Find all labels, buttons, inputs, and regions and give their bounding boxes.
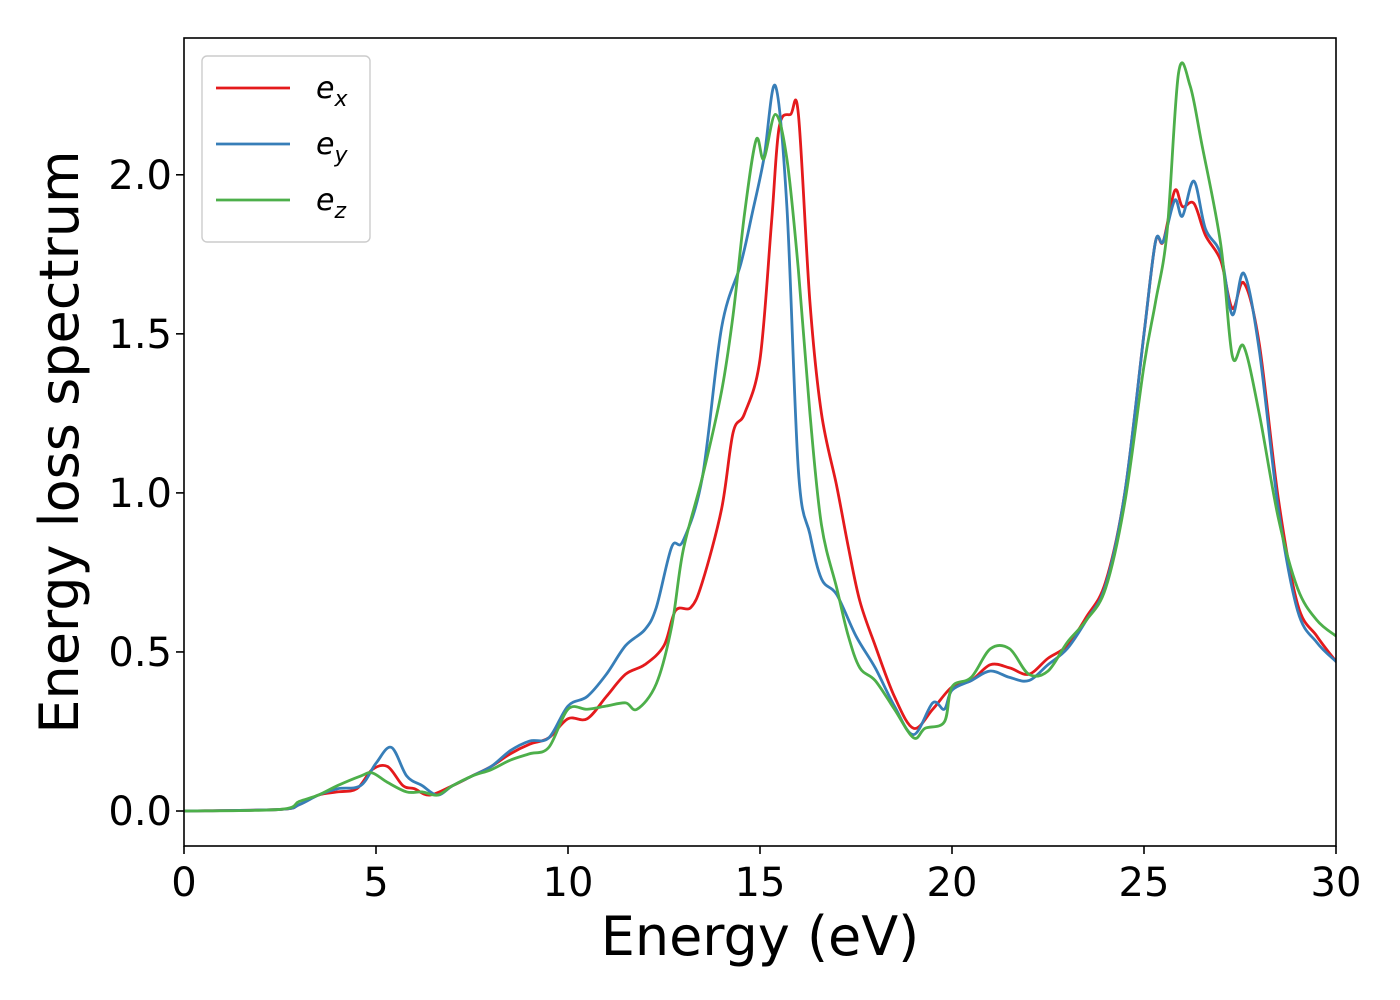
legend: ex ey ez (201, 55, 371, 243)
legend-label-y: ey (316, 127, 348, 168)
x-tick-label: 0 (171, 860, 196, 906)
legend-label-x: ex (316, 71, 348, 112)
x-tick-label: 15 (735, 860, 786, 906)
series-line-z (184, 61, 1336, 813)
y-tick-label: 2.0 (108, 153, 172, 199)
legend-box (201, 55, 371, 243)
x-axis: 0 5 10 15 20 25 30 (171, 846, 1361, 906)
y-axis-label: Energy loss spectrum (28, 150, 91, 733)
y-tick-label: 0.0 (108, 789, 172, 835)
y-tick-label: 1.5 (108, 312, 172, 358)
x-tick-label: 5 (363, 860, 388, 906)
x-tick-label: 25 (1119, 860, 1170, 906)
x-tick-label: 10 (543, 860, 594, 906)
x-axis-label: Energy (eV) (601, 905, 920, 968)
y-axis: 0.0 0.5 1.0 1.5 2.0 (108, 153, 184, 835)
series-layer (184, 61, 1336, 813)
y-tick-label: 1.0 (108, 471, 172, 517)
x-tick-label: 20 (927, 860, 978, 906)
legend-label-z: ez (316, 183, 346, 224)
y-tick-label: 0.5 (108, 630, 172, 676)
x-tick-label: 30 (1311, 860, 1362, 906)
